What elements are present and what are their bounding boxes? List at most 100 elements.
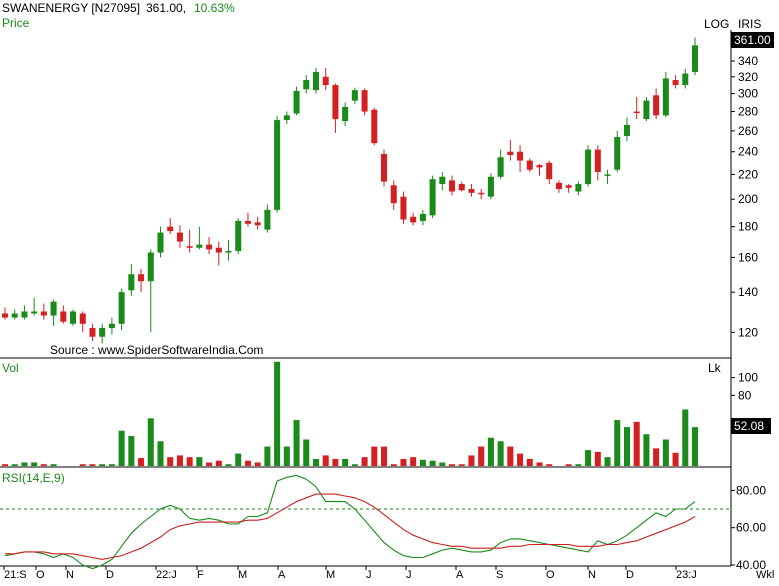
candle-body [60,311,67,322]
price-tick-label: 240 [738,145,758,159]
candle-body [108,323,115,329]
candle-body [633,111,640,114]
candle [691,37,699,76]
candle-body [555,182,562,190]
candle [604,169,611,185]
volume-bar [390,464,397,466]
candle-body [225,250,232,253]
candle [546,160,553,185]
candle [672,75,679,89]
volume-bar [575,464,582,466]
volume-bar [312,458,319,466]
candle-body [526,160,533,170]
candle-body [196,244,203,248]
candle [303,75,310,94]
time-tick-label: D [626,569,634,581]
time-tick-label: D [106,569,114,581]
candle-body [322,76,329,86]
candle-body [449,180,456,192]
volume-tick-label: 80 [738,388,752,402]
candle [565,184,572,193]
volume-bar [264,446,271,466]
log-scale-toggle[interactable]: LOG [704,17,729,31]
svg-text:361.00: 361.00 [734,33,771,47]
candle-body [264,209,271,230]
candle [614,130,621,173]
price-tick-label: 220 [738,167,758,181]
candle [322,67,329,91]
candle [478,189,485,200]
candle-body [623,124,630,136]
candle [196,226,203,250]
volume-bar [478,446,485,466]
candle [312,67,319,94]
candle-body [643,100,650,120]
candle-body [594,149,601,173]
candle [283,111,290,124]
candle [167,218,174,235]
candlestick-series [1,37,699,344]
candle [585,145,592,187]
volume-bar [274,361,281,466]
volume-bar [594,451,601,466]
volume-bar [633,421,640,466]
candle-body [70,311,77,324]
candle [381,149,388,187]
volume-bar [614,420,621,466]
timeframe-label[interactable]: Wkl [756,569,774,581]
time-tick-label: 21:S [4,569,27,581]
volume-bar [653,448,660,466]
volume-bar [138,458,145,466]
volume-bar [293,420,300,466]
candle-body [585,149,592,185]
candle [70,309,77,326]
volume-bar [147,418,154,466]
volume-bar [526,458,533,466]
last-price-badge: 361.00 [731,32,774,48]
volume-bar [40,464,47,466]
volume-panel-label: Vol [2,361,19,375]
candle-body [672,80,679,86]
candle-body [351,90,358,101]
candle [11,309,18,320]
candle-body [517,151,524,161]
candle [225,240,232,261]
volume-bar [157,441,164,466]
volume-bar [322,455,329,466]
volume-bar [662,439,669,466]
candle [594,145,601,181]
candle [40,303,47,320]
volume-bar [691,427,699,466]
volume-bar [118,430,125,466]
candle [342,102,349,126]
candle [682,68,689,89]
candle-body [468,189,475,193]
candle [361,88,368,116]
candle [497,149,504,180]
candle-body [478,192,485,195]
candle-body [497,157,504,177]
volume-bar [128,435,135,466]
volume-bar [497,441,504,466]
volume-unit-label: Lk [708,361,722,375]
rsi-tick-label: 60.00 [736,521,766,535]
candle-body [429,179,436,216]
volume-bars [1,361,699,466]
volume-bar [21,462,28,466]
candle [468,184,475,197]
rsi-tick-label: 80.00 [736,483,766,497]
volume-bar [89,464,96,466]
candle-body [1,313,9,318]
volume-bar [623,427,630,466]
candle [439,172,446,191]
volume-bar [254,462,261,466]
price-tick-label: 160 [738,250,758,264]
volume-bar [672,452,679,466]
candle-body [157,232,164,253]
candle-body [128,274,135,291]
rsi-axis: 80.00 60.00 40.00 [731,483,766,572]
candle [623,117,630,142]
candle [31,297,38,316]
candle-body [662,78,669,116]
price-tick-label: 120 [738,325,758,339]
